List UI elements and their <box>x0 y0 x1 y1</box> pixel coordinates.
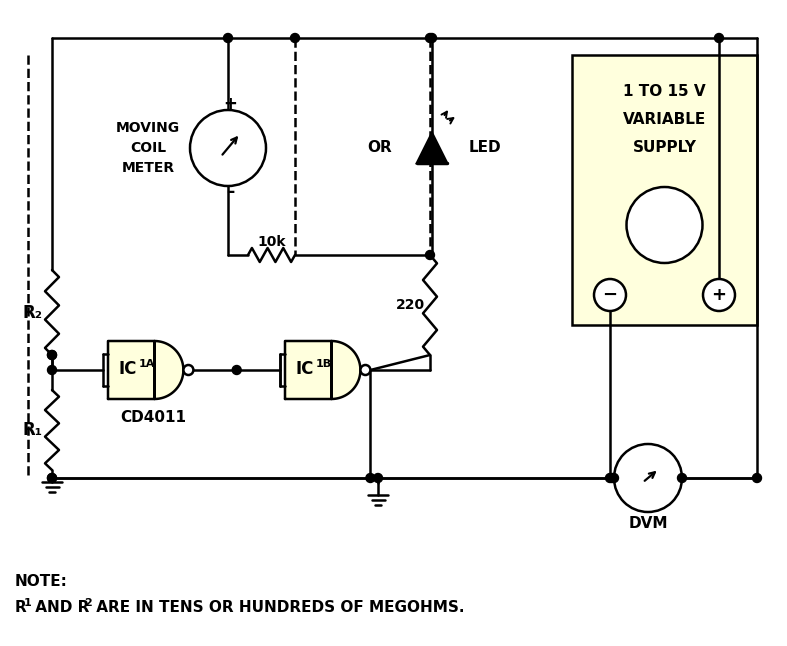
Circle shape <box>752 474 762 483</box>
Circle shape <box>47 351 57 360</box>
Text: 1B: 1B <box>316 359 331 369</box>
Circle shape <box>232 366 241 375</box>
Circle shape <box>190 110 266 186</box>
Text: 1A: 1A <box>139 359 155 369</box>
Text: SUPPLY: SUPPLY <box>633 140 696 156</box>
Polygon shape <box>108 341 183 399</box>
Text: 10k: 10k <box>257 235 286 249</box>
Circle shape <box>47 474 57 483</box>
Text: CD4011: CD4011 <box>120 410 186 424</box>
Circle shape <box>594 279 626 311</box>
FancyBboxPatch shape <box>572 55 757 325</box>
Circle shape <box>47 474 57 483</box>
Circle shape <box>715 34 723 43</box>
Text: ARE IN TENS OR HUNDREDS OF MEGOHMS.: ARE IN TENS OR HUNDREDS OF MEGOHMS. <box>91 601 464 616</box>
Circle shape <box>47 351 57 360</box>
Text: 220: 220 <box>395 298 424 312</box>
Circle shape <box>426 251 434 260</box>
Text: R: R <box>15 601 27 616</box>
Circle shape <box>703 279 735 311</box>
Circle shape <box>224 34 232 43</box>
Text: AND R: AND R <box>30 601 90 616</box>
Text: LED: LED <box>469 140 501 156</box>
Text: VARIABLE: VARIABLE <box>623 112 706 127</box>
Text: +: + <box>223 95 237 113</box>
Polygon shape <box>285 341 360 399</box>
Circle shape <box>47 366 57 375</box>
Circle shape <box>609 474 619 483</box>
Text: 1 TO 15 V: 1 TO 15 V <box>623 85 706 99</box>
Text: IC: IC <box>295 360 314 378</box>
Circle shape <box>626 187 703 263</box>
Text: DVM: DVM <box>628 517 667 532</box>
Text: +: + <box>711 286 726 304</box>
Text: IC: IC <box>118 360 137 378</box>
Circle shape <box>605 474 615 483</box>
Circle shape <box>614 444 682 512</box>
Text: –: – <box>226 183 234 201</box>
Circle shape <box>366 474 375 483</box>
Text: −: − <box>602 286 618 304</box>
Circle shape <box>374 474 382 483</box>
Circle shape <box>608 474 616 483</box>
Text: NOTE:: NOTE: <box>15 574 68 590</box>
Text: R₂: R₂ <box>22 304 42 322</box>
Text: R₁: R₁ <box>22 421 42 439</box>
Polygon shape <box>417 133 447 163</box>
Circle shape <box>427 34 437 43</box>
Circle shape <box>426 34 434 43</box>
Text: MOVING
COIL
METER: MOVING COIL METER <box>116 121 180 174</box>
Circle shape <box>290 34 300 43</box>
Circle shape <box>678 474 686 483</box>
Circle shape <box>360 365 371 375</box>
Text: OR: OR <box>368 140 393 156</box>
Text: 1: 1 <box>24 598 31 608</box>
Circle shape <box>183 365 194 375</box>
Text: 2: 2 <box>84 598 92 608</box>
